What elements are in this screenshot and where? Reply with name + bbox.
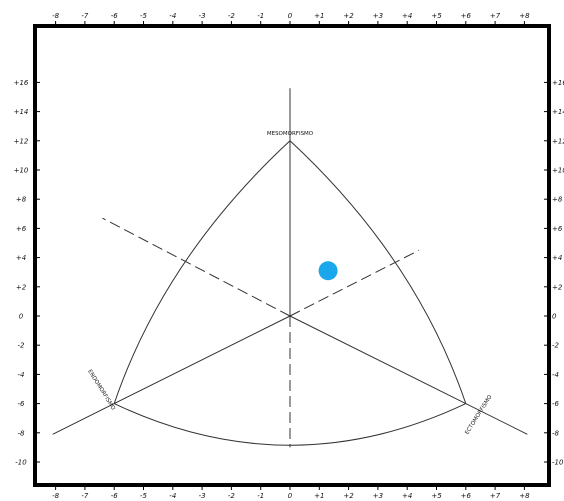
axis-dashed-right <box>289 249 420 317</box>
x-tick-label: -6 <box>111 12 119 20</box>
x-axis-bottom: -8 -7 -6 -5 -4 -3 -2 -1 0 +1 +2 +3 +4 +5 +6 +7 +8 <box>52 485 530 500</box>
pole-label-endomorph: ENDOMORFISMO <box>86 369 116 412</box>
pole-label-ectomorph: ECTOMORFISMO <box>464 394 493 436</box>
x-tick-label: +1 <box>314 492 324 500</box>
x-axis-top: -8 -7 -6 -5 -4 -3 -2 -1 0 +1 +2 +3 +4 +5 +6 +7 +8 <box>52 12 530 26</box>
data-points <box>318 261 338 281</box>
x-tick-label: +6 <box>461 492 472 500</box>
x-tick-label: 0 <box>288 12 293 20</box>
x-tick-label: -2 <box>228 492 236 500</box>
x-tick-label: -4 <box>169 12 176 20</box>
arc-meso-ecto <box>289 140 467 404</box>
y-tick-label: +8 <box>16 196 27 204</box>
y-tick-label: +8 <box>552 196 563 204</box>
y-tick-label: +14 <box>552 108 564 116</box>
y-tick-label: -6 <box>18 400 26 408</box>
axis-dashed-left <box>102 217 291 317</box>
x-tick-label: -4 <box>169 492 176 500</box>
y-tick-label: +12 <box>552 137 564 145</box>
x-tick-label: +7 <box>490 492 501 500</box>
x-tick-label: +8 <box>519 492 530 500</box>
arc-meso-endo <box>113 140 291 404</box>
y-tick-label: +14 <box>14 108 29 116</box>
x-tick-label: +3 <box>373 12 383 20</box>
y-tick-label: -10 <box>15 459 27 467</box>
x-tick-label: -8 <box>52 12 60 20</box>
y-tick-label: +16 <box>552 79 564 87</box>
y-tick-label: +16 <box>14 79 29 87</box>
chart-frame <box>33 24 551 487</box>
x-tick-label: -1 <box>257 12 264 20</box>
x-tick-label: -6 <box>111 492 119 500</box>
y-tick-label: +4 <box>16 254 26 262</box>
x-tick-label: +7 <box>490 12 501 20</box>
y-tick-label: +10 <box>14 167 29 175</box>
y-tick-label: +2 <box>552 283 563 291</box>
x-tick-label: 0 <box>288 492 293 500</box>
data-point <box>318 261 338 281</box>
x-tick-label: -7 <box>81 492 89 500</box>
y-tick-label: -6 <box>552 400 560 408</box>
pole-label-mesomorph: MESOMORFISMO <box>267 131 314 137</box>
x-tick-label: +4 <box>402 12 412 20</box>
y-tick-label: -8 <box>18 429 26 437</box>
y-axis-left: +16 +14 +12 +10 +8 +6 +4 +2 0 -2 -4 -6 -8 -10 <box>14 79 40 467</box>
x-tick-label: +6 <box>461 12 472 20</box>
y-tick-label: +6 <box>552 225 563 233</box>
axis-endo <box>52 315 291 435</box>
y-tick-label: +6 <box>16 225 27 233</box>
x-tick-label: +4 <box>402 492 412 500</box>
x-tick-label: +2 <box>343 12 354 20</box>
x-tick-label: -8 <box>52 492 60 500</box>
y-axis-right: +16 +14 +12 +10 +8 +6 +4 +2 0 -2 -4 -6 -8 -10 <box>544 79 564 467</box>
x-tick-label: +5 <box>431 492 442 500</box>
y-tick-label: -2 <box>552 342 560 350</box>
y-tick-label: -4 <box>18 371 25 379</box>
y-tick-label: +4 <box>552 254 562 262</box>
y-tick-label: +10 <box>552 167 564 175</box>
x-tick-label: -7 <box>81 12 89 20</box>
x-tick-label: -3 <box>199 492 206 500</box>
y-tick-label: -8 <box>552 429 560 437</box>
x-tick-label: +3 <box>373 492 383 500</box>
y-tick-label: +12 <box>14 137 29 145</box>
somatotype-triangle <box>52 88 528 448</box>
y-tick-label: +2 <box>16 283 27 291</box>
y-tick-label: 0 <box>552 313 557 321</box>
y-tick-label: -2 <box>18 342 26 350</box>
x-tick-label: +5 <box>431 12 442 20</box>
x-tick-label: -5 <box>140 492 148 500</box>
y-tick-label: -10 <box>552 459 564 467</box>
x-tick-label: -3 <box>199 12 206 20</box>
x-tick-label: +2 <box>343 492 354 500</box>
x-tick-label: -2 <box>228 12 236 20</box>
y-tick-label: 0 <box>19 313 24 321</box>
x-tick-label: -1 <box>257 492 264 500</box>
x-tick-label: +1 <box>314 12 324 20</box>
y-tick-label: -4 <box>552 371 559 379</box>
x-tick-label: +8 <box>519 12 530 20</box>
axis-ecto <box>289 315 528 435</box>
x-tick-label: -5 <box>140 12 148 20</box>
